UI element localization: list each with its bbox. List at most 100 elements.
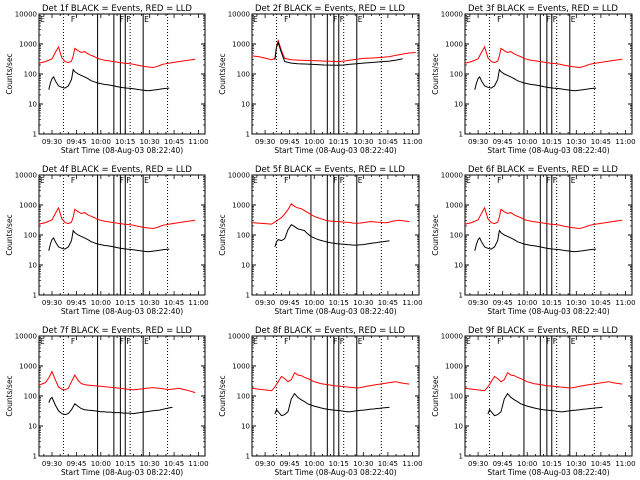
panel-title: Det 7f BLACK = Events, RED = LLD <box>42 326 192 336</box>
x-tick-label: 10:00 <box>91 299 111 307</box>
x-tick-label: 10:45 <box>164 138 184 146</box>
series-line-events <box>274 224 390 248</box>
x-tick-label: 10:15 <box>542 138 562 146</box>
x-tick-label: 09:45 <box>493 138 513 146</box>
x-tick-label: 10:30 <box>566 138 586 146</box>
series-line-lld <box>251 203 410 225</box>
flag-label: F <box>71 176 75 185</box>
series-line-lld <box>38 45 196 69</box>
y-tick-label: 1 <box>459 453 463 461</box>
panel-title: Det 5f BLACK = Events, RED = LLD <box>255 165 405 175</box>
y-tick-label: 1 <box>246 453 250 461</box>
x-tick-label: 10:00 <box>304 460 324 468</box>
x-tick-label: 10:45 <box>378 299 398 307</box>
x-axis-label: Start Time (08-Aug-03 08:22:40) <box>274 146 396 155</box>
x-tick-label: 11:00 <box>402 138 422 146</box>
y-tick-label: 10000 <box>441 11 463 19</box>
y-axis-label: Counts/sec <box>431 53 440 94</box>
x-axis-label: Start Time (08-Aug-03 08:22:40) <box>274 307 396 316</box>
flag-label: F <box>126 176 130 185</box>
flag-label: F <box>333 15 337 24</box>
flag-label: E <box>253 15 258 24</box>
x-tick-label: 10:45 <box>591 460 611 468</box>
x-tick-label: 09:45 <box>66 299 86 307</box>
x-tick-label: 11:00 <box>402 460 422 468</box>
y-tick-label: 10000 <box>441 172 463 180</box>
series-line-events <box>48 396 173 416</box>
y-tick-label: 10000 <box>441 333 463 341</box>
x-tick-label: 10:45 <box>378 138 398 146</box>
x-tick-label: 10:15 <box>115 138 135 146</box>
panel-title: Det 6f BLACK = Events, RED = LLD <box>468 165 618 175</box>
y-axis-label: Counts/sec <box>5 53 14 94</box>
series-line-lld <box>38 206 196 230</box>
flag-label: E <box>571 176 576 185</box>
x-tick-label: 11:00 <box>188 299 208 307</box>
y-tick-label: 1 <box>33 453 37 461</box>
flag-label: F <box>546 337 550 346</box>
y-axis-label: Counts/sec <box>431 214 440 255</box>
x-tick-label: 10:00 <box>517 460 537 468</box>
x-tick-label: 10:45 <box>164 460 184 468</box>
flag-label: F <box>120 337 124 346</box>
x-tick-label: 10:15 <box>542 299 562 307</box>
y-tick-label: 1 <box>33 292 37 300</box>
panel-title: Det 4f BLACK = Events, RED = LLD <box>42 165 192 175</box>
y-tick-label: 10 <box>454 101 463 109</box>
x-tick-label: 09:30 <box>255 460 275 468</box>
x-tick-label: 10:30 <box>566 299 586 307</box>
series-line-events <box>474 68 597 92</box>
y-tick-label: 1 <box>459 131 463 139</box>
y-tick-label: 100 <box>237 71 250 79</box>
flag-label: F <box>553 337 557 346</box>
y-tick-label: 10000 <box>228 11 250 19</box>
flag-label: F <box>333 176 337 185</box>
y-tick-label: 100 <box>24 232 37 240</box>
x-tick-label: 09:45 <box>280 299 300 307</box>
flag-label: F <box>126 15 130 24</box>
flag-label: F <box>546 176 550 185</box>
x-tick-label: 10:30 <box>140 138 160 146</box>
x-tick-label: 09:45 <box>280 138 300 146</box>
y-axis-label: Counts/sec <box>218 214 227 255</box>
x-tick-label: 09:30 <box>42 460 62 468</box>
x-axis-label: Start Time (08-Aug-03 08:22:40) <box>487 468 609 477</box>
series-line-lld <box>464 371 623 392</box>
flag-label: E <box>253 337 258 346</box>
x-tick-label: 10:30 <box>140 299 160 307</box>
x-axis-label: Start Time (08-Aug-03 08:22:40) <box>274 468 396 477</box>
x-tick-label: 11:00 <box>615 299 635 307</box>
y-tick-label: 1000 <box>445 363 463 371</box>
x-tick-label: 09:45 <box>493 460 513 468</box>
series-line-lld <box>251 371 410 392</box>
x-tick-label: 09:30 <box>42 299 62 307</box>
series-line-events <box>474 229 597 253</box>
flag-label: F <box>284 176 288 185</box>
x-tick-label: 10:15 <box>329 138 349 146</box>
flag-label: E <box>571 15 576 24</box>
flag-label: E <box>253 176 258 185</box>
flag-label: F <box>340 176 344 185</box>
x-tick-label: 11:00 <box>615 138 635 146</box>
x-tick-label: 10:45 <box>378 460 398 468</box>
flag-label: F <box>333 337 337 346</box>
x-tick-label: 10:30 <box>353 460 373 468</box>
x-tick-label: 09:45 <box>280 460 300 468</box>
y-axis-label: Counts/sec <box>218 375 227 416</box>
x-tick-label: 09:30 <box>255 299 275 307</box>
flag-label: E <box>466 337 471 346</box>
series-line-lld <box>38 370 196 394</box>
x-axis-label: Start Time (08-Aug-03 08:22:40) <box>487 146 609 155</box>
y-tick-label: 1000 <box>19 41 37 49</box>
flag-label: F <box>284 15 288 24</box>
x-tick-label: 09:45 <box>493 299 513 307</box>
y-tick-label: 10 <box>454 423 463 431</box>
x-axis-label: Start Time (08-Aug-03 08:22:40) <box>61 146 183 155</box>
y-tick-label: 10000 <box>15 11 37 19</box>
